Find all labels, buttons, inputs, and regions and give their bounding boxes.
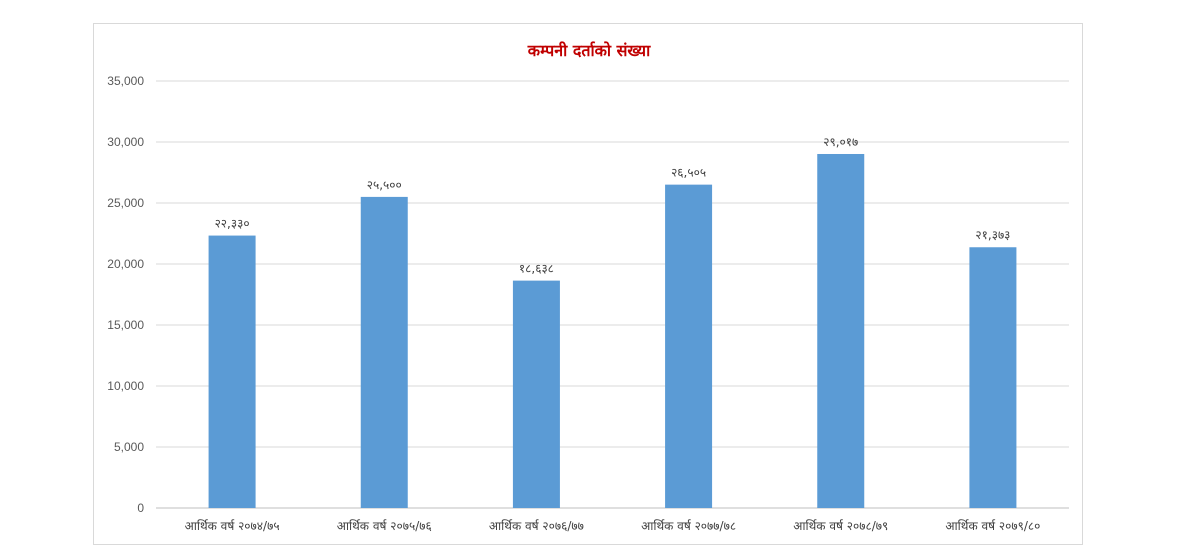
y-tick-label: 10,000 bbox=[107, 379, 144, 393]
bar bbox=[969, 247, 1017, 509]
y-tick-label: 5,000 bbox=[114, 440, 144, 454]
bar-chart: कम्पनी दर्ताको संख्या 0 5,000 10,000 15,000… bbox=[107, 41, 1069, 533]
data-label: २६,५०५ bbox=[671, 166, 706, 180]
y-tick-label: 35,000 bbox=[107, 74, 144, 88]
x-tick-label: आर्थिक वर्ष २०७५/७६ bbox=[337, 519, 432, 533]
data-label: १८,६३८ bbox=[519, 262, 554, 276]
bars bbox=[208, 153, 1017, 509]
bar bbox=[512, 280, 560, 508]
x-axis: आर्थिक वर्ष २०७४/७५ आर्थिक वर्ष २०७५/७६ आर… bbox=[185, 519, 1041, 533]
gridlines bbox=[156, 80, 1069, 509]
bar bbox=[665, 184, 713, 509]
data-label: २९,०१७ bbox=[823, 135, 858, 149]
data-label: २५,५०० bbox=[367, 178, 402, 192]
chart-area: कम्पनी दर्ताको संख्या 0 5,000 10,000 15,000… bbox=[93, 23, 1083, 545]
bar bbox=[360, 196, 408, 508]
y-tick-label: 25,000 bbox=[107, 196, 144, 210]
data-labels: २२,३३० २५,५०० १८,६३८ २६,५०५ २९,०१७ २१,३७३ bbox=[215, 135, 1011, 276]
data-label: २२,३३० bbox=[215, 217, 250, 231]
data-label: २१,३७३ bbox=[975, 228, 1010, 242]
x-tick-label: आर्थिक वर्ष २०७४/७५ bbox=[185, 519, 280, 533]
x-tick-label: आर्थिक वर्ष २०७९/८० bbox=[945, 519, 1040, 533]
bar bbox=[208, 235, 256, 508]
x-tick-label: आर्थिक वर्ष २०७८/७९ bbox=[793, 519, 888, 533]
chart-title: कम्पनी दर्ताको संख्या bbox=[527, 41, 651, 60]
x-tick-label: आर्थिक वर्ष २०७७/७८ bbox=[641, 519, 736, 533]
y-tick-label: 15,000 bbox=[107, 318, 144, 332]
y-tick-label: 0 bbox=[137, 501, 144, 515]
y-tick-label: 20,000 bbox=[107, 257, 144, 271]
y-tick-label: 30,000 bbox=[107, 135, 144, 149]
y-axis: 0 5,000 10,000 15,000 20,000 25,000 30,000 35,0… bbox=[107, 74, 144, 515]
bar bbox=[817, 153, 865, 508]
x-tick-label: आर्थिक वर्ष २०७६/७७ bbox=[489, 519, 584, 533]
